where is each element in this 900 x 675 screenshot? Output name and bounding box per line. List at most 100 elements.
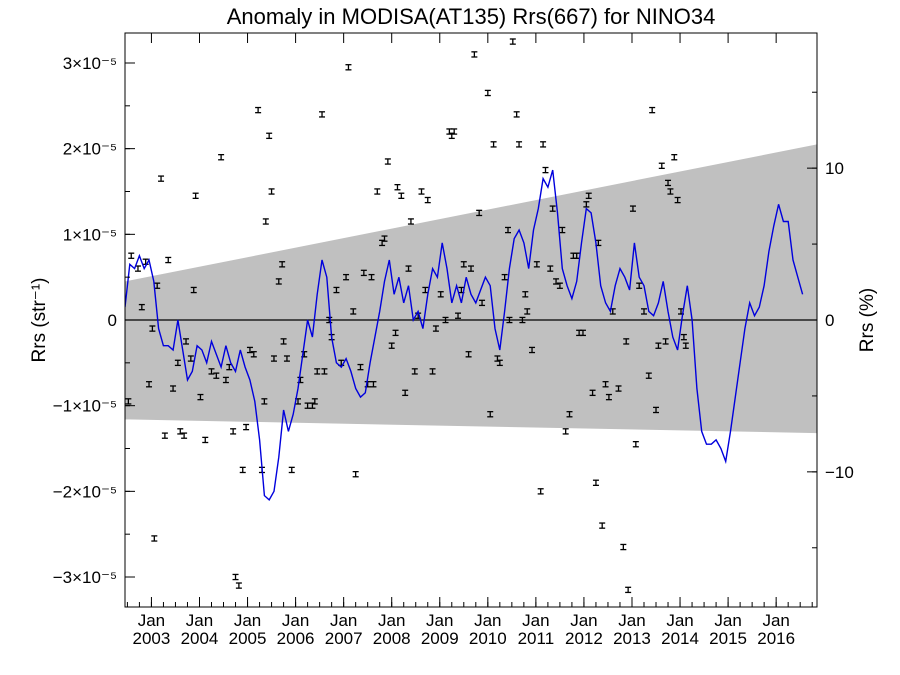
data-point bbox=[641, 308, 647, 315]
data-point bbox=[138, 303, 145, 311]
data-point bbox=[208, 368, 215, 375]
data-point bbox=[501, 273, 508, 281]
data-point bbox=[280, 338, 287, 345]
data-point bbox=[636, 282, 643, 289]
data-point bbox=[239, 466, 246, 474]
y-tick-label: −2×10⁻⁵ bbox=[53, 482, 117, 501]
data-point bbox=[170, 385, 177, 392]
x-tick-label-month: Jan bbox=[762, 611, 789, 630]
data-point bbox=[667, 188, 674, 195]
data-point bbox=[321, 368, 328, 375]
data-point bbox=[625, 586, 632, 594]
data-point bbox=[266, 132, 273, 140]
x-axis: Jan2003Jan2004Jan2005Jan2006Jan2007Jan20… bbox=[126, 33, 813, 648]
data-point bbox=[529, 346, 536, 354]
data-point bbox=[424, 196, 431, 204]
y-axis-title: Rrs (str⁻¹) bbox=[29, 278, 50, 363]
data-point bbox=[345, 64, 352, 71]
y-tick-label: 3×10⁻⁵ bbox=[63, 54, 117, 73]
data-point bbox=[174, 359, 181, 367]
data-point bbox=[632, 441, 639, 448]
data-point bbox=[537, 488, 544, 495]
data-point bbox=[524, 308, 531, 315]
data-point bbox=[374, 188, 381, 195]
data-point bbox=[465, 351, 472, 358]
x-tick-label-month: Jan bbox=[282, 611, 309, 630]
x-tick-label-year: 2015 bbox=[709, 629, 747, 648]
data-point bbox=[190, 286, 197, 294]
data-point bbox=[370, 381, 377, 388]
x-tick-label-year: 2013 bbox=[613, 629, 651, 648]
data-point bbox=[161, 432, 168, 439]
data-point bbox=[589, 389, 596, 397]
data-point bbox=[592, 479, 599, 486]
data-point bbox=[506, 316, 513, 324]
x-tick-label-year: 2004 bbox=[181, 629, 219, 648]
y2-tick-label: 0 bbox=[825, 311, 834, 330]
data-point bbox=[275, 278, 282, 285]
series-line bbox=[125, 169, 804, 502]
data-point bbox=[620, 543, 627, 551]
data-point bbox=[230, 428, 237, 435]
data-point bbox=[468, 265, 474, 272]
y2-axis-title: Rrs (%) bbox=[857, 288, 878, 352]
x-tick-label-year: 2016 bbox=[757, 629, 795, 648]
plot-area bbox=[125, 38, 817, 594]
x-tick-label-month: Jan bbox=[426, 611, 453, 630]
data-point bbox=[662, 338, 669, 345]
data-point bbox=[484, 89, 491, 97]
data-point bbox=[262, 218, 269, 225]
data-point bbox=[579, 329, 586, 337]
x-tick-label-year: 2009 bbox=[421, 629, 459, 648]
data-point bbox=[432, 325, 439, 332]
x-tick-label-year: 2010 bbox=[469, 629, 507, 648]
data-point bbox=[187, 355, 194, 362]
data-point bbox=[490, 141, 497, 148]
x-tick-label-month: Jan bbox=[618, 611, 645, 630]
data-point bbox=[255, 106, 262, 114]
data-point bbox=[311, 398, 318, 405]
y2-tick-label: 10 bbox=[825, 159, 844, 178]
x-tick-label-year: 2014 bbox=[661, 629, 699, 648]
x-tick-label-month: Jan bbox=[570, 611, 597, 630]
data-point bbox=[665, 179, 672, 187]
data-point bbox=[368, 273, 375, 281]
data-point bbox=[682, 342, 689, 349]
data-point bbox=[629, 205, 636, 212]
data-point bbox=[585, 192, 592, 199]
data-point bbox=[352, 470, 359, 478]
x-tick-label-month: Jan bbox=[666, 611, 693, 630]
data-point bbox=[671, 154, 678, 161]
data-point bbox=[519, 316, 526, 324]
data-point bbox=[268, 188, 275, 195]
data-point bbox=[566, 411, 573, 418]
data-point bbox=[496, 359, 503, 367]
data-point bbox=[547, 265, 554, 272]
data-point bbox=[146, 381, 153, 388]
data-point bbox=[394, 183, 401, 191]
data-point bbox=[319, 111, 326, 118]
data-point bbox=[476, 209, 483, 217]
data-point bbox=[407, 218, 414, 225]
data-point bbox=[540, 141, 547, 148]
data-point bbox=[573, 252, 580, 259]
x-tick-label-month: Jan bbox=[330, 611, 357, 630]
data-point bbox=[350, 308, 357, 315]
data-point bbox=[460, 261, 467, 268]
x-tick-label-year: 2012 bbox=[565, 629, 603, 648]
data-point bbox=[559, 226, 566, 234]
data-point bbox=[128, 252, 135, 259]
data-point bbox=[388, 342, 395, 349]
y-axis-right: −10 0 10 bbox=[807, 91, 854, 549]
data-point bbox=[151, 535, 158, 542]
data-point bbox=[357, 363, 364, 371]
data-point bbox=[288, 466, 295, 474]
data-point bbox=[653, 406, 660, 414]
data-point bbox=[680, 333, 687, 341]
data-point bbox=[602, 381, 609, 388]
data-point bbox=[623, 338, 630, 345]
data-point bbox=[513, 111, 520, 118]
data-point bbox=[360, 269, 367, 277]
data-point bbox=[213, 372, 220, 379]
